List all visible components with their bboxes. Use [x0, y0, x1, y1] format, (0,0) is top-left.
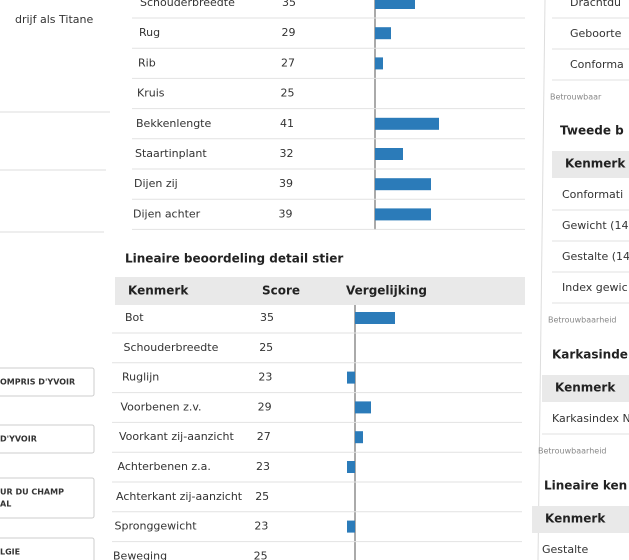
column-header: Vergelijking [346, 284, 427, 298]
row-label: Achterbenen z.a. [118, 460, 211, 473]
section-title: Karkasinde [552, 348, 628, 362]
row-label: Rib [138, 56, 156, 69]
row-label: Rug [139, 26, 160, 39]
row-label: Dijen achter [133, 207, 201, 220]
row-label: Gestalte (14 [562, 250, 629, 263]
column-header: Score [262, 284, 300, 298]
button [0, 477, 95, 519]
button-label: UR DU CHAMP [0, 488, 64, 497]
row-score: 25 [255, 490, 269, 503]
row-label: Voorbenen z.v. [121, 400, 202, 413]
row-label: Geboorte [570, 27, 622, 40]
row-label: Staartinplant [135, 147, 207, 160]
row-score: 39 [279, 177, 293, 190]
row-label: Kruis [137, 87, 165, 100]
button-label: D'YVOIR [0, 435, 37, 444]
row-label: Spronggewicht [115, 520, 198, 533]
bar [375, 117, 439, 130]
row-label: Schouderbreedte [124, 341, 219, 354]
row-label: Gewicht (14 [562, 219, 628, 232]
header-band [552, 151, 629, 178]
row-label: Index gewic [562, 281, 628, 294]
table-title: Lineaire beoordeling detail stier [125, 252, 343, 266]
row-label: Voorkant zij-aanzicht [119, 430, 235, 443]
row-score: 25 [254, 549, 268, 560]
row-score: 23 [256, 460, 270, 473]
row-label: Bekkenlengte [136, 117, 211, 130]
row-score: 23 [258, 371, 272, 384]
row-score: 27 [257, 430, 271, 443]
bar [347, 520, 355, 533]
button [0, 537, 95, 560]
column-header: Kenmerk [128, 284, 189, 298]
row-score: 29 [282, 26, 296, 39]
row-score: 35 [282, 0, 296, 9]
button [0, 367, 95, 397]
header-band [115, 277, 525, 305]
column-header: Kenmerk [545, 512, 606, 526]
button-label: LGIE [0, 548, 20, 557]
row-label: Achterkant zij-aanzicht [116, 490, 243, 503]
bar [347, 461, 355, 473]
row-score: 29 [258, 400, 272, 413]
row-label: Conforma [570, 58, 624, 71]
note: Betrouwbaarheid [548, 316, 617, 325]
row-label: Bot [125, 311, 144, 324]
bar [375, 208, 431, 221]
row-score: 25 [281, 87, 295, 100]
bar [355, 431, 363, 444]
row-score: 39 [279, 207, 293, 220]
column-header: Kenmerk [565, 157, 626, 171]
header-band [532, 506, 629, 533]
button-label: OMPRIS D'YVOIR [0, 378, 75, 387]
header-band [542, 375, 629, 402]
row-score: 41 [280, 117, 294, 130]
row-score: 35 [260, 311, 274, 324]
section-title: Tweede b [560, 124, 624, 138]
row-score: 32 [280, 147, 294, 160]
bar [375, 178, 431, 191]
left-text: drijf als Titane [15, 13, 93, 26]
bar [355, 312, 395, 324]
row-score: 27 [281, 56, 295, 69]
section-title: Lineaire ken [544, 479, 627, 493]
row-score: 25 [259, 341, 273, 354]
bar [375, 57, 383, 70]
row-label: Drachtdu [570, 0, 621, 9]
bar [355, 401, 371, 414]
row-score: 23 [254, 520, 268, 533]
row-label: Beweging [113, 549, 167, 560]
row-label: Conformati [562, 188, 623, 201]
button-label: AL [0, 500, 11, 509]
row-label: Dijen zij [134, 177, 178, 190]
row-label: Ruglijn [122, 371, 159, 384]
bar [375, 27, 391, 40]
column-divider [537, 0, 546, 560]
row-label: Karkasindex N [552, 412, 629, 425]
row-label: Gestalte [542, 543, 588, 556]
note: Betrouwbaarheid [538, 447, 607, 456]
bar [375, 0, 415, 9]
button [0, 424, 95, 454]
bar [347, 371, 355, 384]
bar [375, 148, 403, 160]
note: Betrouwbaar [550, 93, 602, 102]
column-header: Kenmerk [555, 381, 616, 395]
row-label: Schouderbreedte [140, 0, 235, 9]
